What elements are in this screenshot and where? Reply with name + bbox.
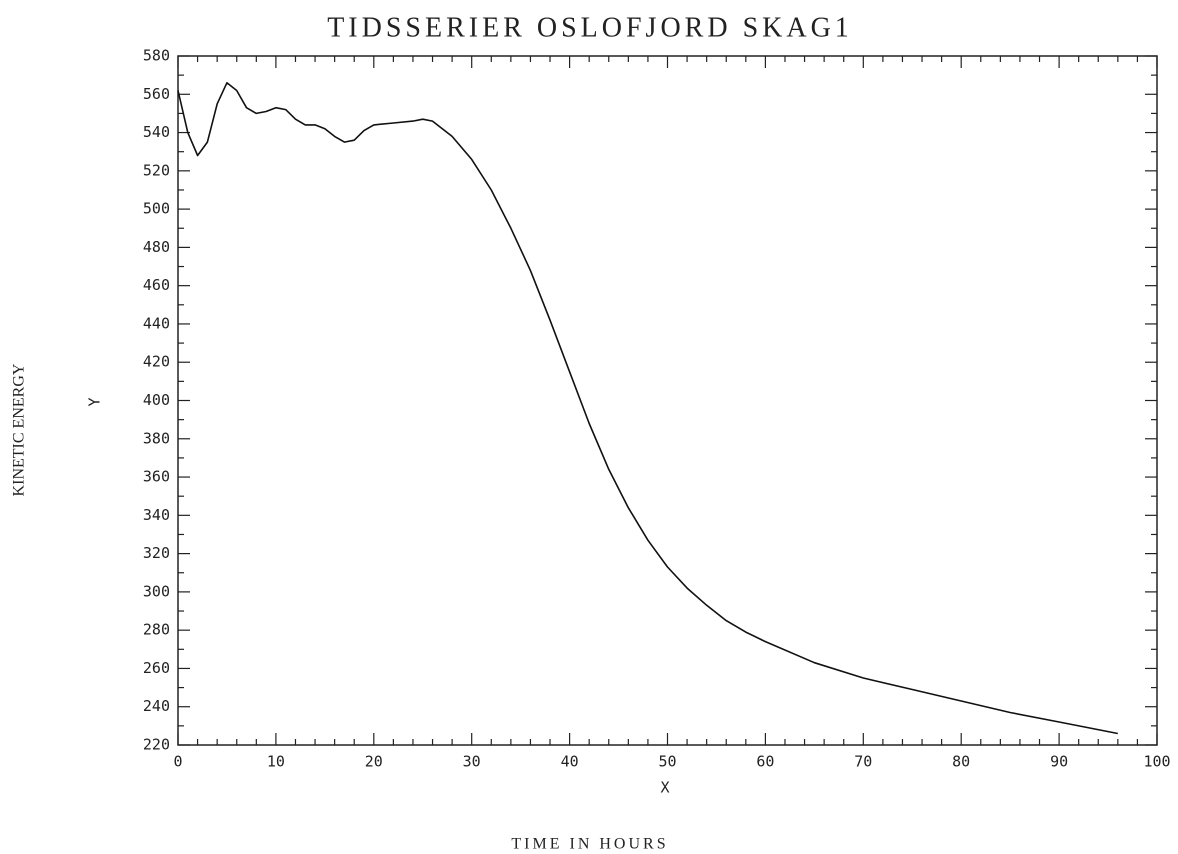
- x-tick-label: 0: [173, 753, 182, 771]
- y-tick-label: 500: [143, 200, 170, 218]
- x-tick-label: 80: [952, 753, 970, 771]
- y-tick-label: 300: [143, 582, 170, 600]
- x-tick-label: 20: [365, 753, 383, 771]
- data-line: [177, 82, 1118, 735]
- x-tick-label: 40: [561, 753, 579, 771]
- x-tick-label: 10: [267, 753, 285, 771]
- y-tick-label: 440: [143, 314, 170, 332]
- y-tick-label: 520: [143, 161, 170, 179]
- plot-frame: [177, 55, 1158, 746]
- x-tick-label: 30: [463, 753, 481, 771]
- y-tick-label: 360: [143, 468, 170, 486]
- y-tick-label: 540: [143, 123, 170, 141]
- x-tick-label: 90: [1050, 753, 1068, 771]
- y-tick-label: 560: [143, 85, 170, 103]
- y-title: KINETIC ENERGY: [11, 363, 28, 496]
- x-axis-label: X: [660, 779, 669, 797]
- y-tick-label: 420: [143, 353, 170, 371]
- y-tick-label: 400: [143, 391, 170, 409]
- y-tick-label: 480: [143, 238, 170, 256]
- x-tick-label: 100: [1143, 753, 1170, 771]
- y-tick-label: 320: [143, 544, 170, 562]
- chart-title: TIDSSERIER OSLOFJORD SKAG1: [327, 12, 853, 43]
- y-tick-label: 260: [143, 659, 170, 677]
- y-tick-label: 220: [143, 736, 170, 754]
- x-title: TIME IN HOURS: [511, 836, 668, 853]
- y-axis-label: Y: [86, 397, 104, 406]
- y-tick-label: 380: [143, 429, 170, 447]
- x-tick-label: 60: [756, 753, 774, 771]
- y-tick-label: 460: [143, 276, 170, 294]
- x-tick-label: 50: [658, 753, 676, 771]
- y-tick-label: 280: [143, 621, 170, 639]
- y-tick-label: 340: [143, 506, 170, 524]
- y-tick-label: 580: [143, 47, 170, 65]
- x-tick-label: 70: [854, 753, 872, 771]
- y-tick-label: 240: [143, 697, 170, 715]
